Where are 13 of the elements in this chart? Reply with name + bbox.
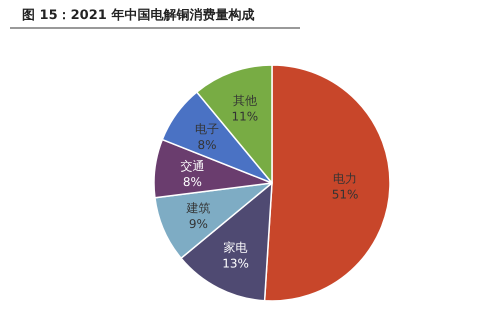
chart-title: 图 15：2021 年中国电解铜消费量构成 [22, 8, 254, 23]
data-label: 8% [198, 138, 217, 152]
slice-label: 建筑 [185, 200, 210, 215]
slice-label: 交通 [180, 158, 204, 173]
slice-label: 其他 [232, 94, 257, 108]
data-label: 51% [332, 187, 358, 202]
slice-label: 家电 [224, 240, 248, 254]
data-label: 8% [182, 174, 202, 189]
data-label: 9% [188, 216, 208, 231]
data-label: 13% [222, 256, 249, 270]
slice-label: 电力 [333, 171, 358, 186]
slice-label: 电子 [195, 122, 220, 136]
data-label: 11% [231, 110, 258, 124]
